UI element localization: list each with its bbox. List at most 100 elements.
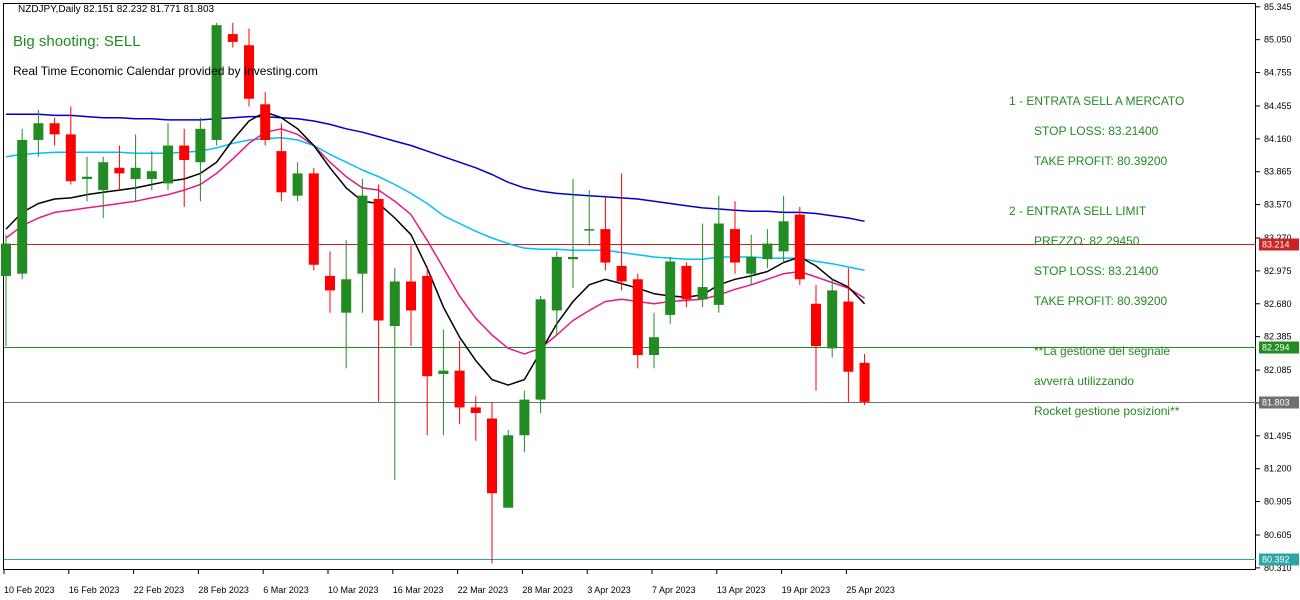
- candle-34: [551, 251, 562, 335]
- plan-line-2: STOP LOSS: 83.21400: [1034, 124, 1159, 138]
- y-tick-label: 82.085: [1264, 365, 1292, 375]
- candle-body: [535, 299, 546, 400]
- candle-15: [244, 28, 254, 107]
- y-tick-label: 80.605: [1264, 530, 1292, 540]
- candle-body: [811, 303, 821, 347]
- candle-body: [778, 221, 789, 252]
- candle-body: [600, 229, 611, 263]
- take-profit-line-tag: [1259, 553, 1299, 566]
- x-tick-label: 10 Feb 2023: [4, 585, 55, 595]
- candle-41: [665, 256, 676, 324]
- candle-body: [454, 370, 465, 408]
- y-tick-label: 82.385: [1264, 332, 1292, 342]
- candle-6: [98, 156, 109, 218]
- candle-body: [487, 418, 497, 494]
- candle-body: [681, 265, 692, 300]
- plan-line-3: TAKE PROFIT: 80.39200: [1034, 154, 1168, 168]
- candle-51: [827, 279, 838, 358]
- candle-body: [195, 128, 206, 163]
- y-tick-label: 82.975: [1264, 266, 1292, 276]
- candle-19: [308, 167, 319, 271]
- take-profit-line-tag-label: 80.392: [1262, 555, 1290, 565]
- candle-13: [211, 22, 222, 146]
- candle-22: [357, 178, 368, 313]
- candle-body: [244, 45, 254, 99]
- candle-body: [211, 25, 222, 140]
- candle-0: [1, 234, 11, 347]
- candle-body: [389, 281, 400, 327]
- signal-label: Big shooting: SELL: [13, 33, 141, 50]
- candle-24: [389, 268, 400, 480]
- candle-27: [438, 329, 449, 436]
- candle-body: [260, 104, 271, 140]
- candle-23: [373, 184, 384, 402]
- y-tick-label: 83.570: [1264, 200, 1292, 210]
- candle-30: [487, 401, 497, 564]
- x-tick-label: 19 Apr 2023: [782, 585, 831, 595]
- candle-body: [373, 199, 384, 321]
- candle-45: [730, 201, 740, 274]
- candle-body: [17, 139, 28, 274]
- candle-35: [568, 178, 578, 289]
- candle-body: [584, 229, 595, 231]
- current-price-line-tag: [1259, 396, 1299, 409]
- candle-33: [535, 295, 546, 413]
- candle-18: [292, 162, 303, 202]
- candle-body: [632, 279, 643, 356]
- candle-body: [422, 275, 433, 377]
- candle-29: [470, 396, 481, 441]
- candle-body: [163, 145, 173, 184]
- ma-slow-line: [6, 113, 865, 223]
- candle-50: [811, 284, 821, 391]
- candle-body: [65, 134, 76, 182]
- candles: [1, 22, 870, 564]
- plan-line-4: 2 - ENTRATA SELL LIMIT: [1009, 204, 1147, 218]
- candle-25: [406, 245, 416, 347]
- x-tick-label: 28 Mar 2023: [522, 585, 573, 595]
- x-tick-label: 3 Apr 2023: [587, 585, 631, 595]
- candle-body: [341, 279, 352, 313]
- candle-body: [665, 261, 676, 315]
- y-tick-label: 84.455: [1264, 101, 1292, 111]
- candle-body: [470, 407, 481, 413]
- candle-body: [503, 435, 514, 508]
- candle-3: [49, 117, 60, 146]
- plan-line-5: PREZZO: 82.29450: [1034, 234, 1140, 248]
- candle-53: [859, 353, 870, 406]
- y-tick-label: 83.270: [1264, 233, 1292, 243]
- x-tick-label: 10 Mar 2023: [328, 585, 379, 595]
- price-axis: 85.345 85.050 84.755 84.455 84.160 83.865 83.5…: [1256, 2, 1292, 573]
- candle-body: [276, 151, 287, 193]
- candle-body: [325, 275, 335, 291]
- candle-body: [746, 256, 757, 274]
- x-tick-label: 7 Apr 2023: [652, 585, 696, 595]
- candle-48: [778, 195, 789, 263]
- x-tick-label: 6 Mar 2023: [263, 585, 309, 595]
- candle-body: [649, 337, 659, 356]
- x-tick-label: 13 Apr 2023: [717, 585, 766, 595]
- y-tick-label: 85.050: [1264, 35, 1292, 45]
- candle-5: [82, 156, 92, 202]
- plan-line-1: 1 - ENTRATA SELL A MERCATO: [1009, 94, 1185, 108]
- candle-body: [827, 290, 838, 349]
- candle-body: [292, 173, 303, 196]
- candle-47: [762, 229, 773, 269]
- candle-21: [341, 240, 352, 369]
- plan-line-8: **La gestione del segnale: [1034, 344, 1171, 358]
- candle-10: [163, 123, 173, 191]
- candle-body: [308, 173, 319, 265]
- y-tick-label: 84.160: [1264, 134, 1292, 144]
- candle-body: [146, 171, 157, 179]
- candle-1: [17, 128, 28, 280]
- candle-8: [130, 134, 141, 202]
- candle-20: [325, 251, 335, 313]
- candle-body: [859, 362, 870, 402]
- candle-38: [616, 173, 627, 291]
- x-tick-label: 16 Feb 2023: [69, 585, 120, 595]
- candle-body: [406, 281, 416, 311]
- candle-37: [600, 195, 611, 271]
- candle-body: [114, 167, 125, 174]
- candle-body: [98, 162, 109, 191]
- candle-body: [179, 145, 190, 161]
